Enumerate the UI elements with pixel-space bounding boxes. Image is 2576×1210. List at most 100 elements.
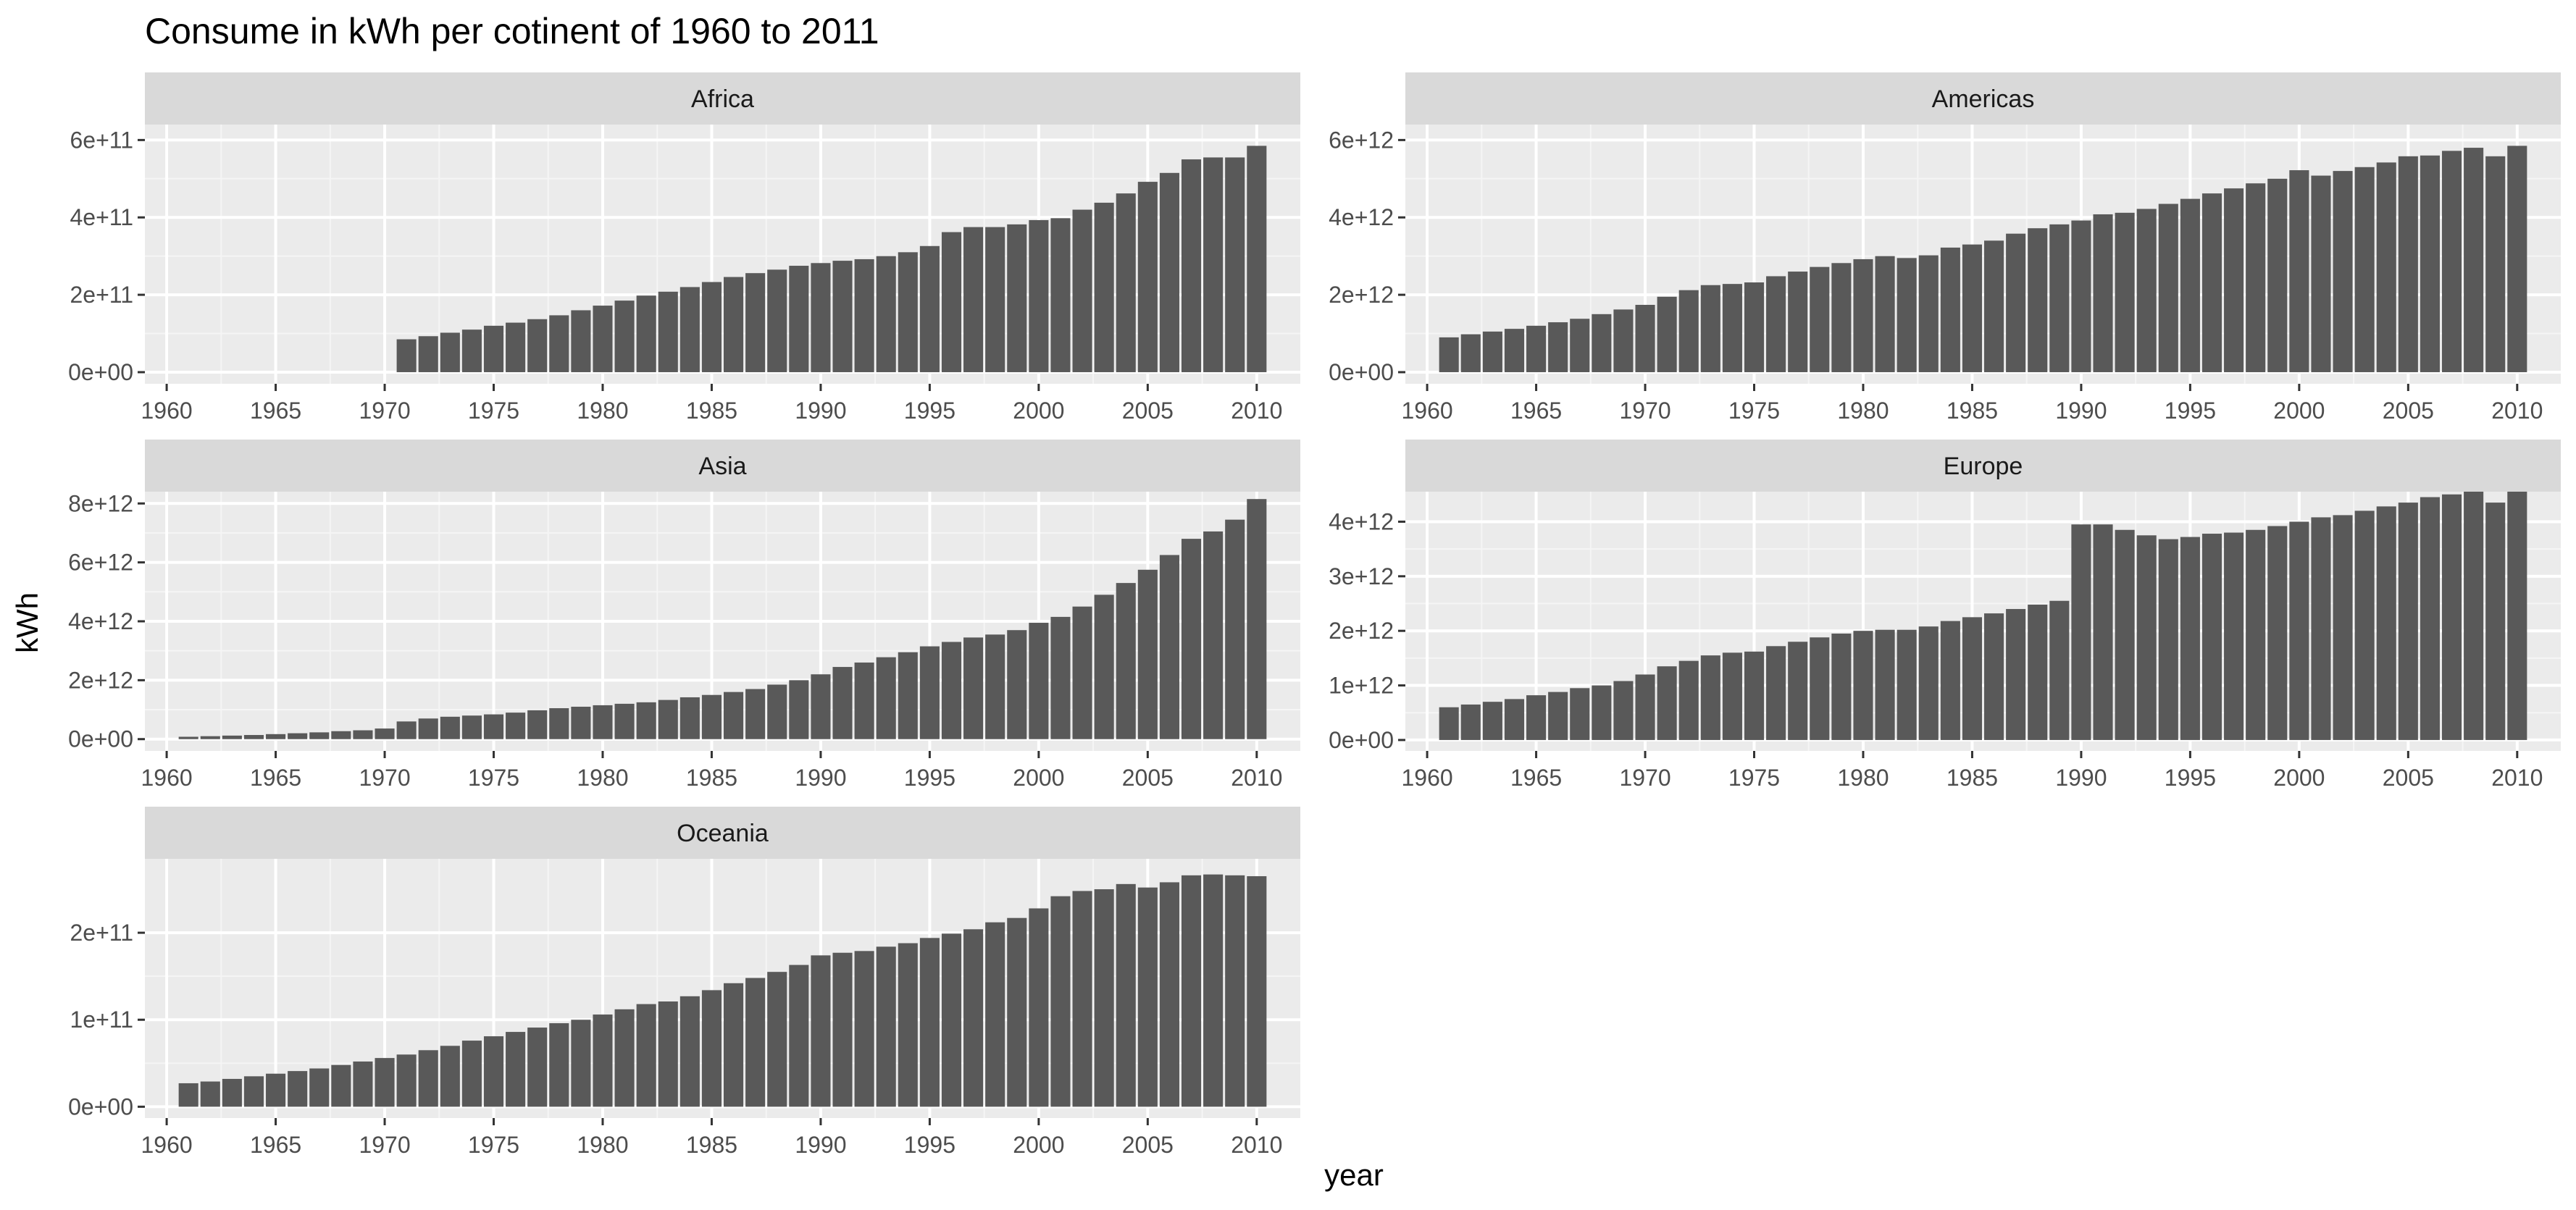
- bar-americas-1981: [1875, 256, 1895, 372]
- bar-asia-2006: [1159, 555, 1179, 739]
- bar-oceania-1996: [941, 933, 962, 1107]
- bar-europe-1977: [1788, 642, 1808, 740]
- y-tick-label: 6e+12: [1329, 127, 1394, 153]
- strip-label-americas: Americas: [1932, 85, 2035, 113]
- bar-asia-2000: [1029, 623, 1049, 739]
- bar-oceania-1961: [178, 1083, 198, 1107]
- bar-africa-1986: [724, 277, 744, 372]
- bar-oceania-1983: [658, 1001, 678, 1107]
- bar-oceania-1986: [724, 983, 744, 1107]
- x-tick-label: 2010: [2491, 765, 2543, 791]
- bar-africa-1977: [527, 319, 548, 372]
- bar-asia-2003: [1094, 595, 1114, 739]
- strip-label-europe: Europe: [1944, 453, 2023, 480]
- bar-americas-1994: [2158, 203, 2178, 372]
- bar-americas-1992: [2115, 212, 2135, 372]
- bar-americas-2008: [2464, 148, 2484, 372]
- bar-oceania-1994: [898, 943, 918, 1107]
- x-tick-label: 1980: [1837, 398, 1889, 424]
- bar-africa-1993: [876, 256, 896, 372]
- bar-americas-1991: [2093, 214, 2113, 372]
- bar-europe-1993: [2136, 535, 2157, 740]
- bar-africa-2005: [1137, 182, 1158, 372]
- bar-asia-1971: [396, 721, 417, 739]
- bar-oceania-1974: [461, 1041, 482, 1107]
- bar-africa-1972: [418, 336, 438, 372]
- bar-europe-1985: [1962, 617, 1982, 740]
- x-tick-label: 1965: [1510, 765, 1562, 791]
- bar-europe-1995: [2180, 537, 2200, 740]
- bar-europe-1989: [2049, 600, 2070, 740]
- bar-asia-1981: [614, 703, 635, 739]
- bar-asia-2009: [1225, 519, 1245, 739]
- bar-oceania-1968: [331, 1064, 351, 1107]
- bar-americas-1997: [2224, 188, 2244, 372]
- x-tick-label: 1990: [795, 398, 846, 424]
- x-tick-label: 1995: [2165, 765, 2216, 791]
- y-tick-label: 4e+12: [1329, 508, 1394, 534]
- bar-oceania-1993: [876, 946, 896, 1107]
- x-tick-label: 1995: [2165, 398, 2216, 424]
- bar-africa-1981: [614, 301, 635, 372]
- bar-oceania-2007: [1181, 875, 1202, 1107]
- bar-asia-1997: [963, 637, 984, 739]
- x-tick-label: 1995: [904, 765, 955, 791]
- bar-oceania-1963: [222, 1078, 242, 1107]
- panel-europe: Europe 0e+00 1e+12 2e+12 3e+12 4e+12 1960 1965 1…: [1329, 440, 2561, 791]
- bar-europe-1966: [1548, 692, 1568, 740]
- bar-oceania-1967: [309, 1068, 330, 1107]
- bar-europe-1987: [2006, 609, 2026, 740]
- y-tick-label: 0e+00: [68, 359, 133, 385]
- bar-africa-1975: [483, 325, 504, 372]
- x-tick-label: 1980: [1837, 765, 1889, 791]
- x-tick-label: 1965: [250, 765, 301, 791]
- bar-asia-2008: [1203, 531, 1224, 739]
- y-tick-label: 3e+12: [1329, 563, 1394, 589]
- bar-oceania-2010: [1247, 876, 1267, 1107]
- bar-asia-1977: [527, 710, 548, 739]
- bar-europe-1975: [1744, 651, 1765, 740]
- bar-americas-1982: [1897, 258, 1917, 372]
- bar-europe-2006: [2420, 497, 2440, 740]
- bar-asia-1963: [222, 735, 242, 739]
- bar-asia-1964: [243, 735, 264, 739]
- bar-europe-1988: [2028, 605, 2048, 740]
- bar-oceania-2001: [1050, 896, 1071, 1107]
- strip-africa: [145, 72, 1300, 125]
- bar-oceania-1995: [919, 938, 940, 1107]
- bar-europe-1969: [1613, 681, 1634, 740]
- bar-africa-2006: [1159, 172, 1179, 372]
- x-tick-label: 2005: [2383, 765, 2434, 791]
- x-tick-label: 1990: [795, 1132, 846, 1158]
- bar-asia-1978: [549, 708, 569, 739]
- x-tick-label: 1970: [359, 765, 410, 791]
- strip-americas: [1405, 72, 2561, 125]
- bar-americas-1970: [1635, 304, 1655, 372]
- bar-oceania-1972: [418, 1050, 438, 1107]
- y-tick-label: 0e+00: [68, 1093, 133, 1119]
- bar-africa-1989: [789, 266, 809, 372]
- x-tick-label: 2010: [2491, 398, 2543, 424]
- bar-oceania-2002: [1072, 891, 1092, 1107]
- bar-oceania-1975: [483, 1036, 504, 1107]
- x-tick-label: 1970: [1619, 765, 1670, 791]
- x-tick-label: 1960: [141, 398, 193, 424]
- bar-americas-2004: [2376, 162, 2396, 372]
- bar-oceania-2009: [1225, 875, 1245, 1107]
- y-tick-label: 4e+12: [68, 608, 133, 634]
- x-tick-label: 2010: [1231, 1132, 1282, 1158]
- bar-oceania-2003: [1094, 889, 1114, 1107]
- bar-americas-2006: [2420, 155, 2440, 372]
- bar-americas-1979: [1831, 263, 1852, 372]
- bar-asia-1989: [789, 680, 809, 739]
- bar-americas-1976: [1766, 276, 1786, 372]
- bar-africa-2002: [1072, 209, 1092, 372]
- x-tick-label: 1990: [795, 765, 846, 791]
- bar-europe-1978: [1810, 637, 1830, 740]
- bar-europe-1973: [1700, 655, 1720, 740]
- x-tick-label: 2000: [1013, 398, 1064, 424]
- bar-oceania-1978: [549, 1023, 569, 1107]
- bar-asia-1994: [898, 652, 918, 739]
- bar-africa-1994: [898, 252, 918, 372]
